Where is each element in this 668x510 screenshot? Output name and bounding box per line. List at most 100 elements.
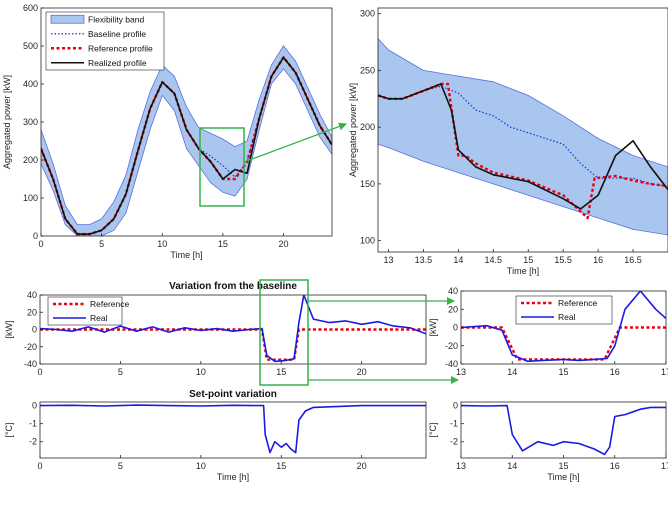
series-line-real	[461, 291, 666, 363]
y-tick-label: -20	[445, 341, 458, 351]
x-tick-label: 17	[661, 461, 668, 471]
y-axis-label: Aggregated power [kW]	[2, 75, 12, 169]
zoom-arrow-main	[243, 122, 347, 163]
y-tick-label: 0	[33, 231, 38, 241]
series-line-realized-profile	[41, 56, 332, 235]
y-tick-label: 0	[453, 323, 458, 333]
x-tick-label: 14	[507, 367, 517, 377]
x-tick-label: 13.5	[415, 255, 433, 265]
x-axis-label: Time [h]	[217, 472, 249, 482]
chart-variation-zoom: 13 14 15 16 17 -40 -20 0 20 40 [kW] Reference Real	[428, 286, 668, 377]
x-tick-label: 16	[593, 255, 603, 265]
series-flexibility-band	[378, 38, 668, 236]
axes-frame	[39, 401, 427, 459]
x-tick-label: 14.5	[485, 255, 503, 265]
y-tick-label: -2	[450, 437, 458, 447]
x-tick-label: 15	[558, 367, 568, 377]
legend-label: Real	[558, 312, 576, 322]
x-tick-label: 13	[456, 461, 466, 471]
x-tick-label: 15	[558, 461, 568, 471]
x-tick-label: 15	[218, 239, 228, 249]
y-tick-label: 40	[27, 290, 37, 300]
y-axis-label: Aggregated power [kW]	[348, 83, 358, 177]
y-tick-label: -20	[24, 342, 37, 352]
y-axis-label: [°C]	[428, 422, 438, 437]
x-axis-label: Time [h]	[170, 250, 202, 260]
x-tick-label: 20	[357, 461, 367, 471]
y-tick-label: 250	[360, 65, 375, 75]
y-axis-label: [°C]	[4, 422, 14, 437]
y-tick-label: 150	[360, 179, 375, 189]
y-tick-label: 100	[360, 236, 375, 246]
series-line-reference	[40, 328, 426, 361]
x-axis-label: Time [h]	[547, 472, 579, 482]
x-tick-label: 15	[276, 367, 286, 377]
x-tick-label: 16	[610, 461, 620, 471]
y-tick-label: 100	[23, 193, 38, 203]
legend-label: Reference profile	[88, 43, 153, 53]
x-tick-label: 15.5	[554, 255, 572, 265]
x-tick-label: 10	[196, 461, 206, 471]
legend: Reference Real	[515, 295, 613, 325]
series-line-main	[461, 404, 666, 456]
x-tick-label: 10	[196, 367, 206, 377]
series-line-real	[40, 295, 426, 363]
y-tick-label: -1	[450, 419, 458, 429]
x-tick-label: 17	[661, 367, 668, 377]
x-tick-label: 10	[157, 239, 167, 249]
chart-setpoint-zoom: 13 14 15 16 17 -2 -1 0 Time [h] [°C]	[428, 401, 668, 482]
y-tick-label: 0	[32, 325, 37, 335]
legend-label: Reference	[558, 298, 597, 308]
y-tick-label: 400	[23, 79, 38, 89]
x-tick-label: 5	[118, 367, 123, 377]
chart-setpoint: 0 5 10 15 20 -2 -1 0 Time [h] [°C] Set-point varia…	[4, 389, 427, 482]
series-line-main	[40, 404, 426, 454]
plot-series	[378, 38, 668, 236]
y-tick-label: 0	[453, 401, 458, 411]
plot-area	[461, 402, 666, 458]
x-tick-label: 14	[453, 255, 463, 265]
y-tick-label: 40	[448, 286, 458, 296]
x-tick-label: 20	[278, 239, 288, 249]
legend-label: Baseline profile	[88, 29, 146, 39]
y-tick-label: 200	[360, 122, 375, 132]
plot-area	[40, 402, 426, 458]
chart-zoom: 13 13.5 14 14.5 15 15.5 16 16.5 100 150 200 250 300 T…	[348, 7, 668, 276]
chart-variation: 0 5 10 15 20 -40 -20 0 20 40 [kW] Variation from th…	[4, 281, 427, 377]
plot-series	[40, 404, 426, 454]
x-tick-label: 5	[118, 461, 123, 471]
x-tick-label: 0	[37, 367, 42, 377]
chart-title: Variation from the baseline	[169, 281, 297, 292]
x-tick-label: 14	[507, 461, 517, 471]
y-tick-label: 300	[23, 117, 38, 127]
axes-frame	[377, 7, 668, 253]
y-tick-label: 20	[27, 307, 37, 317]
y-tick-label: -1	[29, 419, 37, 429]
x-tick-label: 13	[456, 367, 466, 377]
legend-label: Reference	[90, 299, 129, 309]
y-tick-label: 600	[23, 3, 38, 13]
highlight-box-variation	[259, 279, 309, 386]
legend: Reference Real	[47, 296, 129, 326]
y-axis-label: [kW]	[4, 321, 14, 339]
y-axis-label: [kW]	[428, 319, 438, 337]
x-tick-label: 15	[523, 255, 533, 265]
x-tick-label: 16	[610, 367, 620, 377]
series-flexibility-band	[41, 45, 332, 236]
x-tick-label: 15	[276, 461, 286, 471]
y-tick-label: 20	[448, 304, 458, 314]
legend: Flexibility band Baseline profile Referenc…	[45, 11, 165, 71]
plot-series	[461, 291, 666, 363]
y-tick-label: -40	[445, 359, 458, 369]
legend-label: Flexibility band	[88, 14, 144, 24]
y-tick-label: 300	[360, 9, 375, 19]
highlight-box-main	[199, 127, 245, 207]
chart-title: Set-point variation	[189, 389, 277, 400]
x-tick-label: 20	[357, 367, 367, 377]
plot-series	[461, 404, 666, 456]
y-tick-label: 200	[23, 155, 38, 165]
plot-series	[41, 45, 332, 236]
legend-label: Real	[90, 313, 108, 323]
